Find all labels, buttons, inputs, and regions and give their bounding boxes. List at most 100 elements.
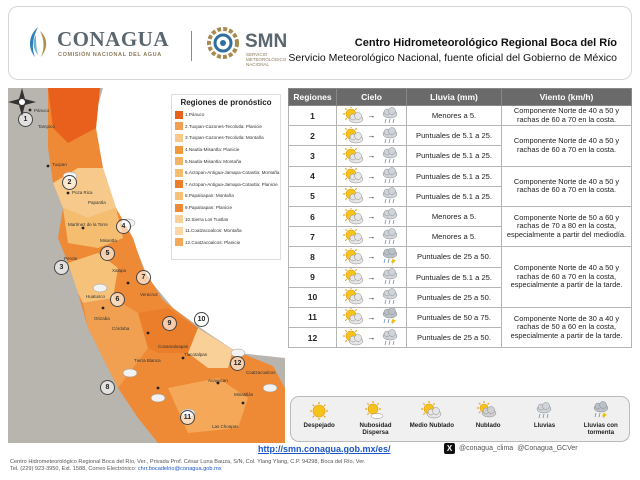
forecast-regions-map: Regiones de pronóstico 1.Pánuco 2.Tuxpan-… bbox=[8, 88, 285, 443]
map-region-marker: 11 bbox=[180, 410, 195, 425]
sky-legend-item: Lluvias con tormenta bbox=[573, 397, 629, 441]
tormenta-icon bbox=[382, 308, 397, 326]
legend-item-label: 6.Actopan-Antigua-Jamapa-Cotaxtla: Monta… bbox=[185, 170, 280, 176]
x-handle-clima[interactable]: @conagua_clima bbox=[459, 445, 514, 452]
map-region-marker: 8 bbox=[100, 380, 115, 395]
lluvias-icon bbox=[537, 402, 552, 419]
medio-nublado-icon bbox=[342, 106, 363, 123]
sky-legend-item: Despejado bbox=[291, 397, 347, 441]
legend-item-label: 10.Sierra Los Tuxtlas bbox=[185, 216, 229, 222]
legend-swatch bbox=[175, 168, 183, 177]
sky-cell: → bbox=[336, 286, 407, 308]
sky-legend-item: Nublado bbox=[460, 397, 516, 441]
col-header-lluvia: Lluvia (mm) bbox=[406, 88, 502, 106]
lluvias-icon bbox=[382, 227, 397, 244]
footer-phone: Tel. (229) 923-3950, Ext. 1588, Correo E… bbox=[10, 466, 137, 472]
legend-item-label: 3.Tuxpan-Cazones-Tecolutla: Montaña bbox=[185, 135, 264, 141]
col-header-regiones: Regiones bbox=[288, 88, 337, 106]
map-region-marker: 2 bbox=[62, 175, 77, 190]
sky-cell: → bbox=[336, 205, 407, 228]
rain-cell: Menores a 5. bbox=[406, 205, 502, 228]
legend-item: 12.Coatzacoalcos: Planicie bbox=[172, 237, 280, 249]
medio-nublado-icon bbox=[420, 401, 442, 419]
map-place-label: Coatzacoalcos bbox=[246, 370, 276, 375]
conagua-name: CONAGUA bbox=[57, 27, 169, 51]
x-logo-icon[interactable]: X bbox=[444, 443, 455, 454]
rain-cell: Menores a 5. bbox=[406, 226, 502, 248]
sky-legend-label: Lluvias bbox=[533, 422, 556, 429]
page-title: Centro Hidrometeorológico Regional Boca … bbox=[354, 37, 617, 49]
map-place-label: Córdoba bbox=[112, 326, 130, 331]
legend-item-label: 4.Nautla-Misantla: Planicie bbox=[185, 147, 240, 153]
map-place-label: Tampico bbox=[38, 124, 55, 129]
map-place-label: Veracruz bbox=[140, 292, 158, 297]
region-cell: 9 bbox=[288, 266, 337, 288]
sky-legend: Despejado Nubosidad Dispersa Medio Nublado… bbox=[290, 396, 630, 442]
region-cell: 12 bbox=[288, 327, 337, 349]
legend-item: 7.Actopan-Antigua-Jamapa-Cotaxtla: Plani… bbox=[172, 179, 280, 191]
region-cell: 2 bbox=[288, 125, 337, 147]
map-place-label: Martínez de la Torre bbox=[68, 222, 108, 227]
website-link[interactable]: http://smn.conagua.gob.mx/es/ bbox=[258, 444, 391, 454]
arrow-right-icon: → bbox=[367, 151, 376, 161]
x-handle-gcver[interactable]: @Conagua_GCVer bbox=[517, 445, 578, 452]
footer-email-link[interactable]: chrr.bocadelrio@conagua.gob.mx bbox=[137, 466, 222, 472]
social-handles: X @conagua_clima @Conagua_GCVer bbox=[444, 443, 578, 454]
lluvias-icon bbox=[382, 328, 397, 345]
conagua-swirl-icon bbox=[29, 27, 47, 57]
medio-nublado-icon bbox=[342, 268, 363, 285]
map-place-label: Poza Rica bbox=[72, 190, 93, 195]
table-header-row: Regiones Cielo Lluvia (mm) Viento (km/h) bbox=[288, 88, 632, 106]
legend-swatch bbox=[175, 191, 183, 200]
legend-swatch bbox=[175, 133, 183, 142]
arrow-right-icon: → bbox=[367, 292, 376, 302]
region-cell: 1 bbox=[288, 104, 337, 127]
despejado-icon bbox=[310, 402, 329, 420]
lluvias-icon bbox=[382, 147, 397, 164]
map-region-marker: 12 bbox=[230, 356, 245, 371]
col-header-cielo: Cielo bbox=[336, 88, 407, 106]
legend-item: 9.Papaloapan: Planicie bbox=[172, 202, 280, 214]
rain-cell: Puntuales de 25 a 50. bbox=[406, 286, 502, 308]
map-region-marker: 5 bbox=[100, 246, 115, 261]
table-row: 5 → Puntuales de 5.1 a 25. bbox=[288, 185, 632, 207]
legend-item: 3.Tuxpan-Cazones-Tecolutla: Montaña bbox=[172, 132, 280, 144]
arrow-right-icon: → bbox=[367, 191, 376, 201]
map-place-label: Minatitlán bbox=[234, 392, 254, 397]
rain-cell: Puntuales de 5.1 a 25. bbox=[406, 165, 502, 187]
legend-swatch bbox=[175, 226, 183, 235]
lluvias-icon bbox=[382, 187, 397, 204]
medio-nublado-icon bbox=[342, 167, 363, 184]
table-row: 2 → Puntuales de 5.1 a 25. Componente Norte… bbox=[288, 125, 632, 167]
table-row: 9 → Puntuales de 5.1 a 25. bbox=[288, 266, 632, 288]
lluvias-icon bbox=[382, 268, 397, 285]
medio-nublado-icon bbox=[342, 288, 363, 305]
legend-item-label: 12.Coatzacoalcos: Planicie bbox=[185, 239, 241, 245]
footer-address: Centro Hidrometeorológico Regional Boca … bbox=[10, 459, 366, 465]
legend-swatch bbox=[175, 122, 183, 131]
wind-cell: Componente Norte de 50 a 60 y rachas de … bbox=[501, 205, 632, 248]
page-subtitle: Servicio Meteorológico Nacional, fuente … bbox=[288, 52, 617, 64]
smn-name: SMN bbox=[245, 31, 288, 52]
legend-item: 10.Sierra Los Tuxtlas bbox=[172, 213, 280, 225]
map-place-label: Pánuco bbox=[34, 108, 50, 113]
table-row: 7 → Menores a 5. bbox=[288, 226, 632, 248]
map-region-marker: 9 bbox=[162, 316, 177, 331]
region-cell: 10 bbox=[288, 286, 337, 308]
arrow-right-icon: → bbox=[367, 312, 376, 322]
map-region-marker: 10 bbox=[194, 312, 209, 327]
legend-item-label: 7.Actopan-Antigua-Jamapa-Cotaxtla: Plani… bbox=[185, 181, 278, 187]
legend-item: 5.Nautla-Misantla: Montaña bbox=[172, 155, 280, 167]
map-place-label: Tierra Blanca bbox=[134, 358, 161, 363]
nubosidad-dispersa-icon bbox=[365, 401, 384, 419]
tormenta-icon bbox=[593, 401, 609, 419]
col-header-viento: Viento (km/h) bbox=[501, 88, 632, 106]
map-place-label: Orizaba bbox=[94, 316, 110, 321]
legend-item-label: 1.Pánuco bbox=[185, 112, 205, 118]
sky-cell: → bbox=[336, 145, 407, 167]
table-row: 12 → Puntuales de 25 a 50. bbox=[288, 327, 632, 349]
smn-gear-icon bbox=[207, 27, 239, 59]
map-region-marker: 7 bbox=[136, 270, 151, 285]
legend-swatch bbox=[175, 238, 183, 247]
north-arrow-icon bbox=[8, 88, 36, 116]
